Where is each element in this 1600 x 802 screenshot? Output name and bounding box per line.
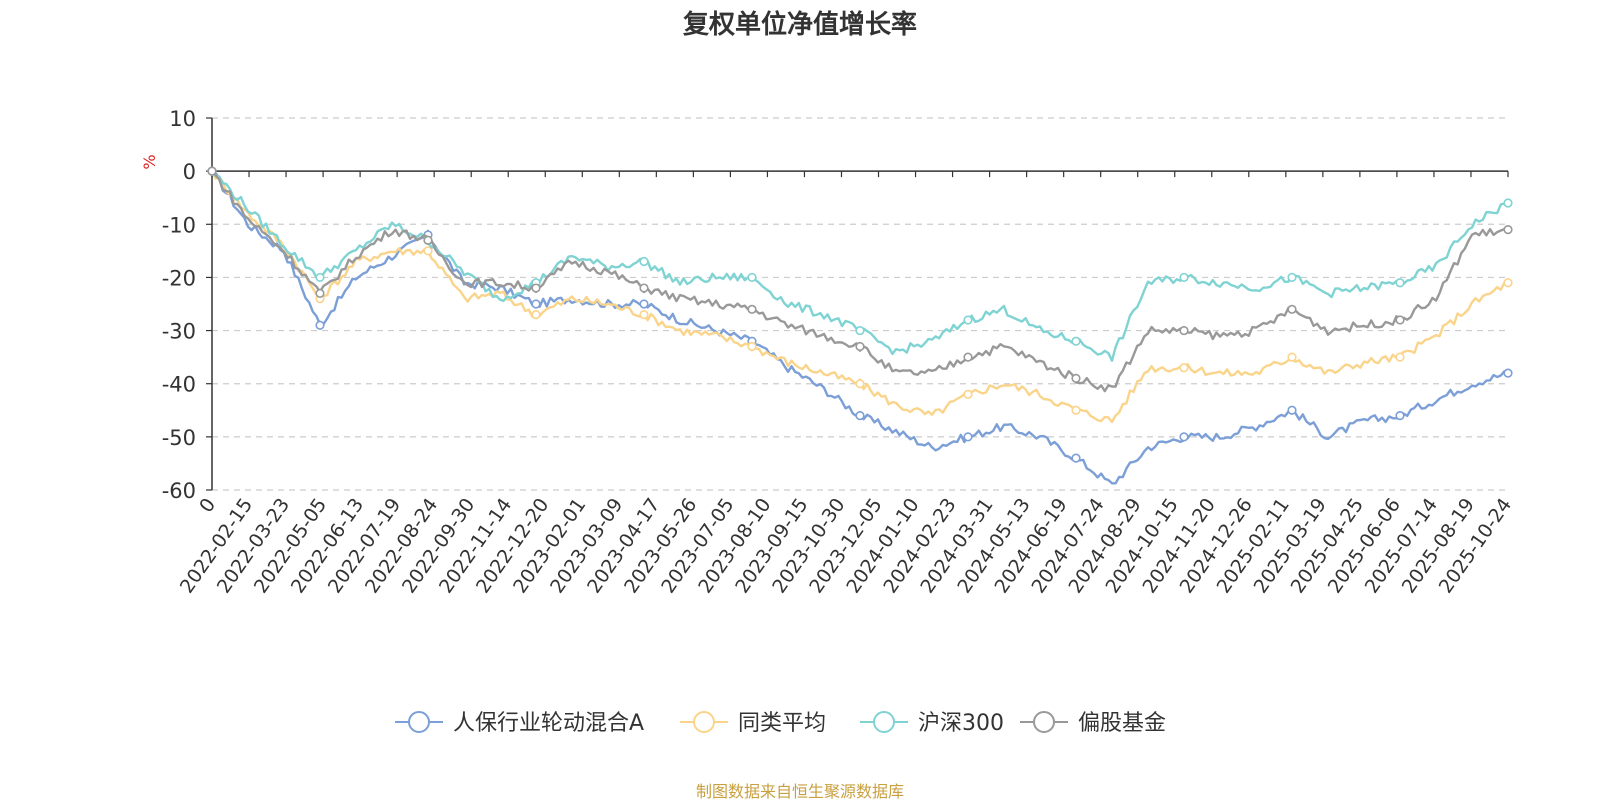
data-point-marker bbox=[855, 325, 865, 336]
data-point-marker bbox=[1287, 304, 1297, 314]
data-point-marker bbox=[1503, 368, 1513, 378]
data-point-marker bbox=[1287, 272, 1297, 283]
y-tick-label: -30 bbox=[162, 320, 196, 344]
data-point-marker bbox=[423, 246, 433, 256]
data-point-marker bbox=[747, 272, 757, 283]
data-point-marker bbox=[531, 283, 541, 293]
data-point-marker bbox=[1071, 336, 1081, 346]
data-point-marker bbox=[1287, 352, 1297, 362]
y-tick-label: -40 bbox=[162, 373, 196, 397]
legend-marker-icon bbox=[873, 711, 895, 733]
legend-label: 同类平均 bbox=[738, 711, 826, 736]
data-point-marker bbox=[315, 288, 325, 298]
data-point-marker bbox=[207, 166, 217, 176]
data-point-marker bbox=[1071, 405, 1081, 415]
data-point-marker bbox=[1179, 363, 1189, 373]
data-point-marker bbox=[531, 310, 541, 320]
chart-title: 复权单位净值增长率 bbox=[682, 10, 917, 40]
data-point-marker bbox=[1071, 373, 1081, 384]
source-note: 制图数据来自恒生聚源数据库 bbox=[695, 782, 904, 801]
data-point-marker bbox=[315, 272, 325, 283]
data-point-marker bbox=[855, 379, 865, 389]
data-point-marker bbox=[1287, 405, 1297, 415]
data-point-marker bbox=[1071, 453, 1081, 463]
series-lines bbox=[207, 166, 1513, 485]
legend-marker-icon bbox=[1033, 711, 1055, 733]
data-point-marker bbox=[855, 411, 865, 421]
axes: 100-10-20-30-40-50-6002022-02-152022-03-… bbox=[162, 107, 1516, 597]
y-tick-label: 10 bbox=[169, 107, 196, 131]
data-point-marker bbox=[963, 315, 973, 325]
x-tick-label: 0 bbox=[195, 494, 220, 517]
data-point-marker bbox=[1395, 278, 1405, 288]
data-point-marker bbox=[747, 341, 757, 352]
data-point-marker bbox=[1179, 325, 1189, 336]
data-point-marker bbox=[1179, 272, 1189, 283]
y-axis-unit-label: % bbox=[140, 154, 159, 169]
legend-label: 偏股基金 bbox=[1078, 711, 1166, 736]
data-point-marker bbox=[963, 352, 973, 362]
data-point-marker bbox=[1503, 278, 1513, 288]
data-point-marker bbox=[1395, 411, 1405, 421]
data-point-marker bbox=[1395, 315, 1405, 325]
data-point-marker bbox=[1503, 198, 1513, 208]
data-point-marker bbox=[855, 341, 865, 352]
legend-label: 沪深300 bbox=[918, 711, 1004, 736]
data-point-marker bbox=[1179, 432, 1189, 442]
data-point-marker bbox=[423, 235, 433, 245]
y-tick-label: -60 bbox=[162, 479, 196, 503]
data-point-marker bbox=[1395, 352, 1405, 362]
legend-marker-icon bbox=[693, 711, 715, 733]
data-point-marker bbox=[963, 389, 973, 399]
grid-lines bbox=[212, 117, 1508, 491]
legend: 人保行业轮动混合A 同类平均 沪深300 偏股基金 bbox=[395, 711, 1166, 736]
y-tick-label: -50 bbox=[162, 426, 196, 450]
legend-label: 人保行业轮动混合A bbox=[453, 711, 644, 736]
data-point-marker bbox=[639, 299, 649, 309]
data-point-marker bbox=[639, 283, 649, 293]
data-point-marker bbox=[963, 432, 973, 442]
data-point-marker bbox=[747, 304, 757, 314]
legend-marker-icon bbox=[408, 711, 430, 733]
data-point-marker bbox=[315, 320, 325, 330]
y-tick-label: -10 bbox=[162, 213, 196, 237]
data-point-marker bbox=[1503, 225, 1513, 235]
data-point-marker bbox=[639, 310, 649, 320]
data-point-marker bbox=[531, 299, 541, 309]
y-tick-label: 0 bbox=[183, 160, 196, 184]
y-tick-label: -20 bbox=[162, 266, 196, 290]
data-point-marker bbox=[639, 256, 649, 267]
series-line bbox=[211, 170, 1509, 393]
